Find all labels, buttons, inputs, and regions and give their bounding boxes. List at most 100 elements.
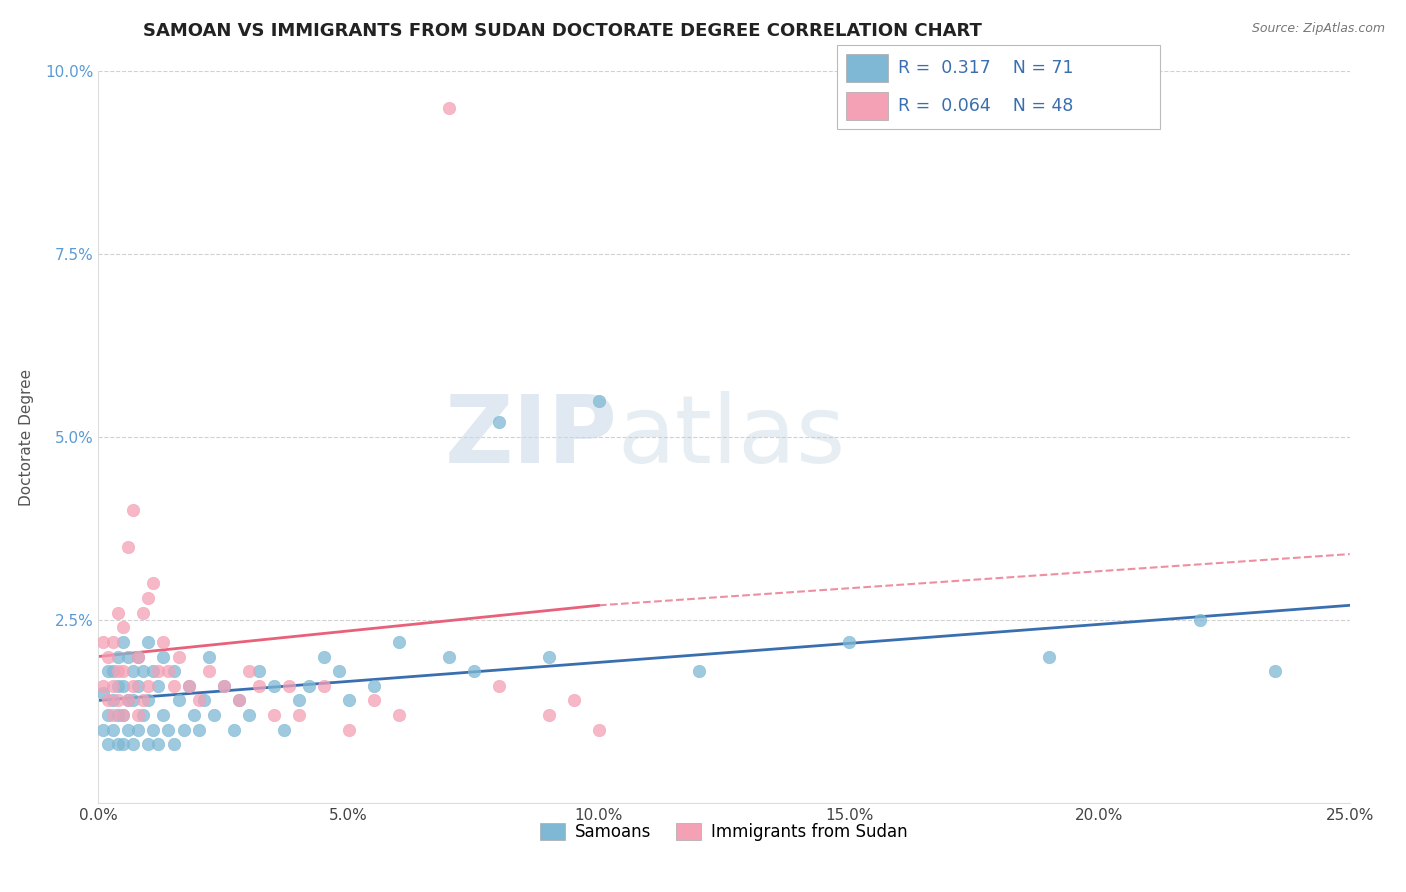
Text: Source: ZipAtlas.com: Source: ZipAtlas.com bbox=[1251, 22, 1385, 36]
Point bbox=[157, 723, 180, 737]
Point bbox=[388, 635, 411, 649]
Point bbox=[117, 693, 139, 707]
Point bbox=[537, 708, 560, 723]
Point bbox=[312, 649, 335, 664]
Point bbox=[363, 693, 385, 707]
Point bbox=[112, 664, 135, 678]
Point bbox=[97, 693, 120, 707]
Point bbox=[488, 679, 510, 693]
Text: ZIP: ZIP bbox=[444, 391, 617, 483]
Point bbox=[437, 649, 460, 664]
Point bbox=[152, 649, 174, 664]
Point bbox=[122, 664, 145, 678]
Point bbox=[193, 693, 215, 707]
FancyBboxPatch shape bbox=[846, 92, 889, 120]
Point bbox=[167, 649, 190, 664]
Point bbox=[312, 679, 335, 693]
Point bbox=[142, 576, 165, 591]
Legend: Samoans, Immigrants from Sudan: Samoans, Immigrants from Sudan bbox=[531, 814, 917, 849]
Point bbox=[212, 679, 235, 693]
Point bbox=[117, 693, 139, 707]
Point bbox=[103, 693, 125, 707]
Point bbox=[588, 723, 610, 737]
Point bbox=[263, 708, 285, 723]
Point bbox=[222, 723, 245, 737]
Point bbox=[93, 679, 115, 693]
Point bbox=[277, 679, 299, 693]
Point bbox=[162, 679, 184, 693]
Point bbox=[132, 664, 155, 678]
Point bbox=[337, 693, 360, 707]
Point bbox=[388, 708, 411, 723]
Point bbox=[148, 679, 170, 693]
Point bbox=[103, 708, 125, 723]
Point bbox=[112, 708, 135, 723]
Point bbox=[97, 649, 120, 664]
Point bbox=[152, 708, 174, 723]
Point bbox=[488, 416, 510, 430]
Point bbox=[127, 723, 149, 737]
Point bbox=[107, 708, 129, 723]
Point bbox=[142, 723, 165, 737]
Point bbox=[103, 723, 125, 737]
Point bbox=[122, 737, 145, 751]
FancyBboxPatch shape bbox=[846, 54, 889, 82]
Point bbox=[328, 664, 350, 678]
Point bbox=[273, 723, 295, 737]
Point bbox=[247, 664, 270, 678]
Point bbox=[238, 708, 260, 723]
Point bbox=[127, 649, 149, 664]
Point bbox=[148, 664, 170, 678]
Point bbox=[112, 679, 135, 693]
Point bbox=[463, 664, 485, 678]
Point bbox=[1188, 613, 1211, 627]
Text: R =  0.064    N = 48: R = 0.064 N = 48 bbox=[898, 97, 1073, 115]
Y-axis label: Doctorate Degree: Doctorate Degree bbox=[20, 368, 34, 506]
Text: SAMOAN VS IMMIGRANTS FROM SUDAN DOCTORATE DEGREE CORRELATION CHART: SAMOAN VS IMMIGRANTS FROM SUDAN DOCTORAT… bbox=[143, 22, 981, 40]
Point bbox=[228, 693, 250, 707]
FancyBboxPatch shape bbox=[837, 45, 1160, 129]
Point bbox=[688, 664, 710, 678]
Point bbox=[562, 693, 585, 707]
Point bbox=[132, 693, 155, 707]
Text: R =  0.317    N = 71: R = 0.317 N = 71 bbox=[898, 59, 1074, 77]
Point bbox=[122, 503, 145, 517]
Point bbox=[363, 679, 385, 693]
Point bbox=[263, 679, 285, 693]
Point bbox=[117, 723, 139, 737]
Point bbox=[127, 679, 149, 693]
Point bbox=[138, 679, 160, 693]
Point bbox=[167, 693, 190, 707]
Point bbox=[107, 649, 129, 664]
Point bbox=[838, 635, 860, 649]
Point bbox=[152, 635, 174, 649]
Point bbox=[162, 664, 184, 678]
Point bbox=[103, 664, 125, 678]
Point bbox=[107, 693, 129, 707]
Point bbox=[197, 649, 219, 664]
Point bbox=[173, 723, 195, 737]
Point bbox=[138, 693, 160, 707]
Point bbox=[142, 664, 165, 678]
Point bbox=[93, 635, 115, 649]
Point bbox=[287, 708, 309, 723]
Point bbox=[157, 664, 180, 678]
Point bbox=[127, 708, 149, 723]
Point bbox=[187, 723, 209, 737]
Point bbox=[122, 693, 145, 707]
Point bbox=[537, 649, 560, 664]
Point bbox=[177, 679, 200, 693]
Point bbox=[107, 737, 129, 751]
Point bbox=[437, 101, 460, 115]
Point bbox=[177, 679, 200, 693]
Point bbox=[103, 679, 125, 693]
Point bbox=[97, 708, 120, 723]
Point bbox=[107, 679, 129, 693]
Point bbox=[228, 693, 250, 707]
Point bbox=[298, 679, 321, 693]
Point bbox=[107, 606, 129, 620]
Point bbox=[93, 723, 115, 737]
Point bbox=[103, 635, 125, 649]
Point bbox=[127, 649, 149, 664]
Point bbox=[138, 737, 160, 751]
